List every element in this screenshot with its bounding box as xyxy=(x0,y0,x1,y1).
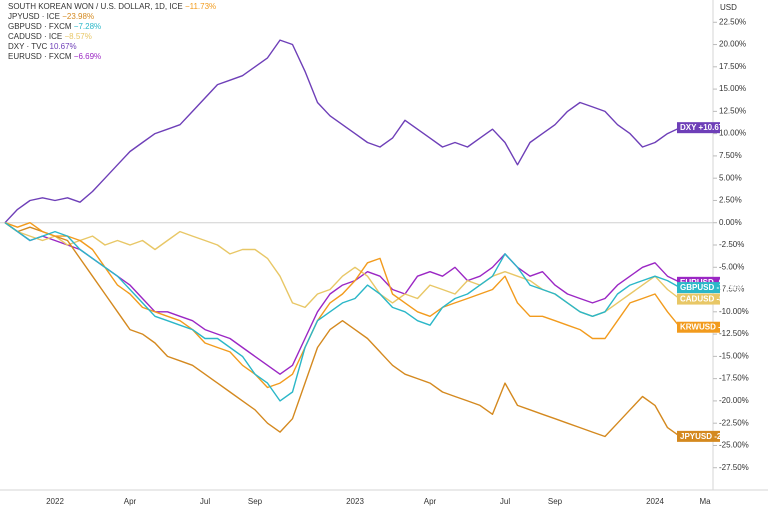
y-tick-label: -15.00% xyxy=(719,351,749,360)
y-tick-label: -2.50% xyxy=(719,240,744,249)
tag-name: DXY xyxy=(680,123,697,132)
tag-text: DXY +10.67% xyxy=(680,123,730,132)
x-tick-label: Jul xyxy=(500,497,510,506)
x-tick-label: 2024 xyxy=(646,497,664,506)
x-tick-label: Sep xyxy=(248,497,263,506)
legend-value: −23.98% xyxy=(62,12,94,21)
tag-value: -6.69% xyxy=(716,278,741,287)
legend-name: EURUSD · FXCM xyxy=(8,52,72,61)
tag-value: -7.28% xyxy=(716,283,741,292)
y-tick-label: -20.00% xyxy=(719,396,749,405)
y-tick-label: 5.00% xyxy=(719,173,742,182)
y-tick-label: 22.50% xyxy=(719,17,746,26)
y-tick-label: 0.00% xyxy=(719,218,742,227)
tag-name: CADUSD xyxy=(680,295,714,304)
x-tick-label: Apr xyxy=(424,497,437,506)
tag-value: +10.67% xyxy=(699,123,731,132)
last-value-tag xyxy=(677,293,720,305)
legend-value: −7.28% xyxy=(74,22,101,31)
legend-entry: SOUTH KOREAN WON / U.S. DOLLAR, 1D, ICE … xyxy=(8,2,216,11)
legend-name: DXY · TVC xyxy=(8,42,47,51)
y-tick-label: -7.50% xyxy=(719,285,744,294)
tag-value: -23.98% xyxy=(714,432,744,441)
y-tick-label: -12.50% xyxy=(719,329,749,338)
tag-text: KRWUSD -11.73% xyxy=(680,323,747,332)
y-tick-label: 15.00% xyxy=(719,84,746,93)
series-line xyxy=(4,222,681,389)
y-tick-label: -5.00% xyxy=(719,262,744,271)
legend-entry: GBPUSD · FXCM −7.28% xyxy=(8,22,101,31)
last-value-tag xyxy=(677,430,720,442)
last-value-tag xyxy=(677,282,720,294)
y-tick-label: -25.00% xyxy=(719,441,749,450)
legend-value: 10.67% xyxy=(50,42,77,51)
series-line xyxy=(4,222,681,438)
tag-name: KRWUSD xyxy=(680,323,716,332)
legend-value: −8.57% xyxy=(64,32,91,41)
legend-entry: DXY · TVC 10.67% xyxy=(8,42,77,51)
last-value-tag xyxy=(677,122,720,134)
y-tick-label: 17.50% xyxy=(719,62,746,71)
tag-value: -8.57% xyxy=(716,295,741,304)
legend-name: CADUSD · ICE xyxy=(8,32,62,41)
series-line xyxy=(4,39,681,224)
y-tick-label: -22.50% xyxy=(719,418,749,427)
tag-name: GBPUSD xyxy=(680,283,714,292)
x-tick-label: Ma xyxy=(699,497,711,506)
y-tick-label: 10.00% xyxy=(719,129,746,138)
x-tick-label: Apr xyxy=(124,497,137,506)
legend-entry: JPYUSD · ICE −23.98% xyxy=(8,12,94,21)
legend-name: SOUTH KOREAN WON / U.S. DOLLAR, 1D, ICE xyxy=(8,2,183,11)
y-tick-label: -27.50% xyxy=(719,463,749,472)
y-tick-label: -17.50% xyxy=(719,374,749,383)
series-line xyxy=(4,222,681,402)
tag-value: -11.73% xyxy=(718,323,747,332)
x-tick-label: 2022 xyxy=(46,497,64,506)
tag-text: CADUSD -8.57% xyxy=(680,295,742,304)
y-tick-label: 20.00% xyxy=(719,40,746,49)
x-tick-label: Jul xyxy=(200,497,210,506)
tag-text: GBPUSD -7.28% xyxy=(680,283,742,292)
legend-entry: CADUSD · ICE −8.57% xyxy=(8,32,92,41)
y-tick-label: 12.50% xyxy=(719,106,746,115)
tag-name: JPYUSD xyxy=(680,432,712,441)
x-tick-label: 2023 xyxy=(346,497,364,506)
y-tick-label: 2.50% xyxy=(719,196,742,205)
legend-value: −11.73% xyxy=(185,2,216,11)
legend-name: JPYUSD · ICE xyxy=(8,12,60,21)
x-tick-label: Sep xyxy=(548,497,563,506)
tag-text: JPYUSD -23.98% xyxy=(680,432,744,441)
legend-entry: EURUSD · FXCM −6.69% xyxy=(8,52,101,61)
last-value-tag xyxy=(677,321,720,333)
legend-value: −6.69% xyxy=(74,52,101,61)
y-tick-label: 7.50% xyxy=(719,151,742,160)
axis-unit: USD xyxy=(720,3,737,12)
y-tick-label: -10.00% xyxy=(719,307,749,316)
legend-name: GBPUSD · FXCM xyxy=(8,22,72,31)
